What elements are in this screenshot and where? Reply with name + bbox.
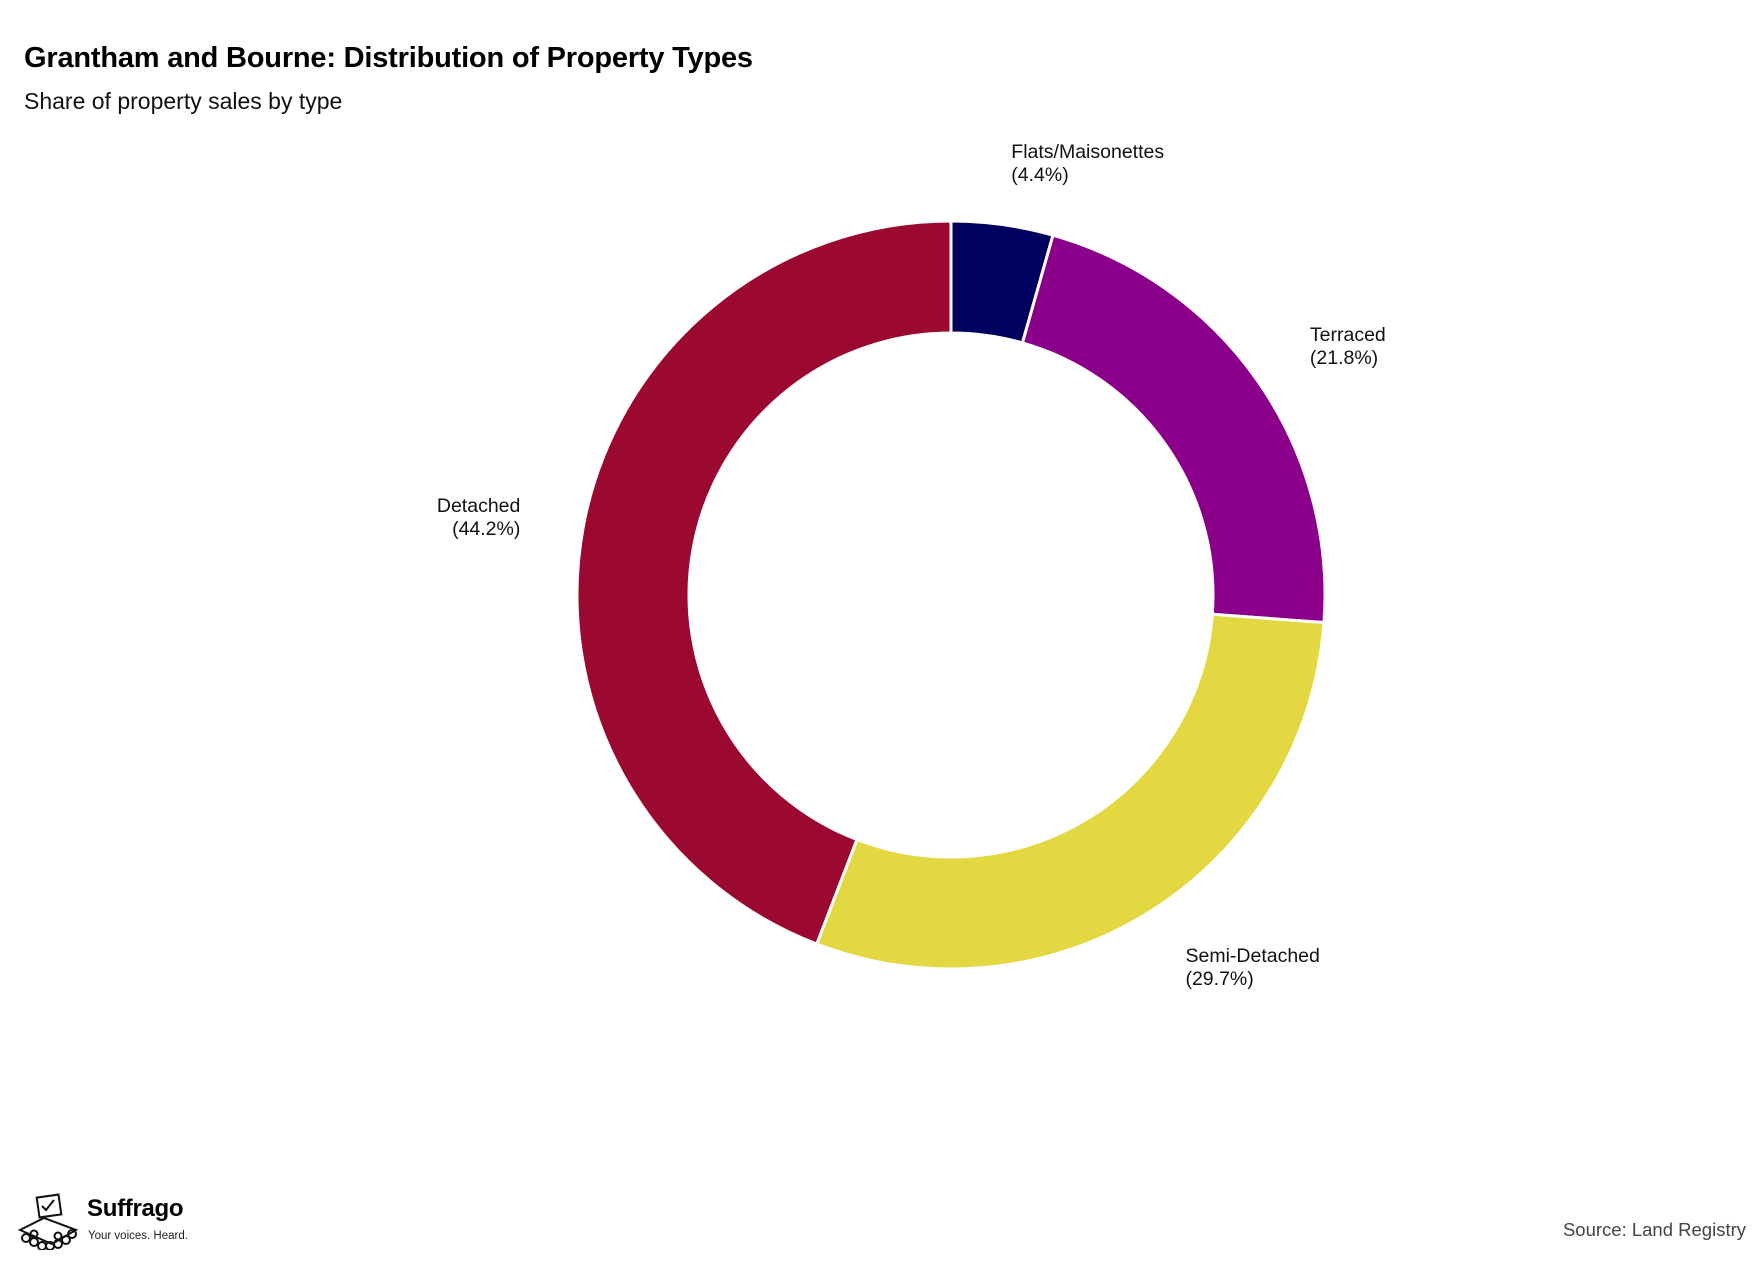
slice-value-label: (21.8%) xyxy=(1310,347,1378,369)
brand-tagline: Your voices. Heard. xyxy=(88,1230,188,1242)
donut-slice-terraced xyxy=(1020,233,1327,625)
chart-subtitle: Share of property sales by type xyxy=(24,88,343,114)
slice-label: Semi-Detached xyxy=(1185,945,1319,967)
slice-label: Flats/Maisonettes xyxy=(1011,141,1164,163)
slice-value-label: (29.7%) xyxy=(1185,968,1253,990)
brand-name: Suffrago xyxy=(87,1195,184,1222)
slice-value-label: (4.4%) xyxy=(1011,164,1068,186)
slice-label: Terraced xyxy=(1310,324,1386,346)
slice-value-label: (44.2%) xyxy=(452,518,520,540)
donut-slice-detached xyxy=(575,219,953,947)
chart-title: Grantham and Bourne: Distribution of Pro… xyxy=(24,42,753,74)
slice-label: Detached xyxy=(437,495,520,517)
donut-slice-semi-detached xyxy=(814,612,1326,971)
source-note: Source: Land Registry xyxy=(1562,1219,1746,1240)
ballot-box-icon xyxy=(17,1193,79,1250)
